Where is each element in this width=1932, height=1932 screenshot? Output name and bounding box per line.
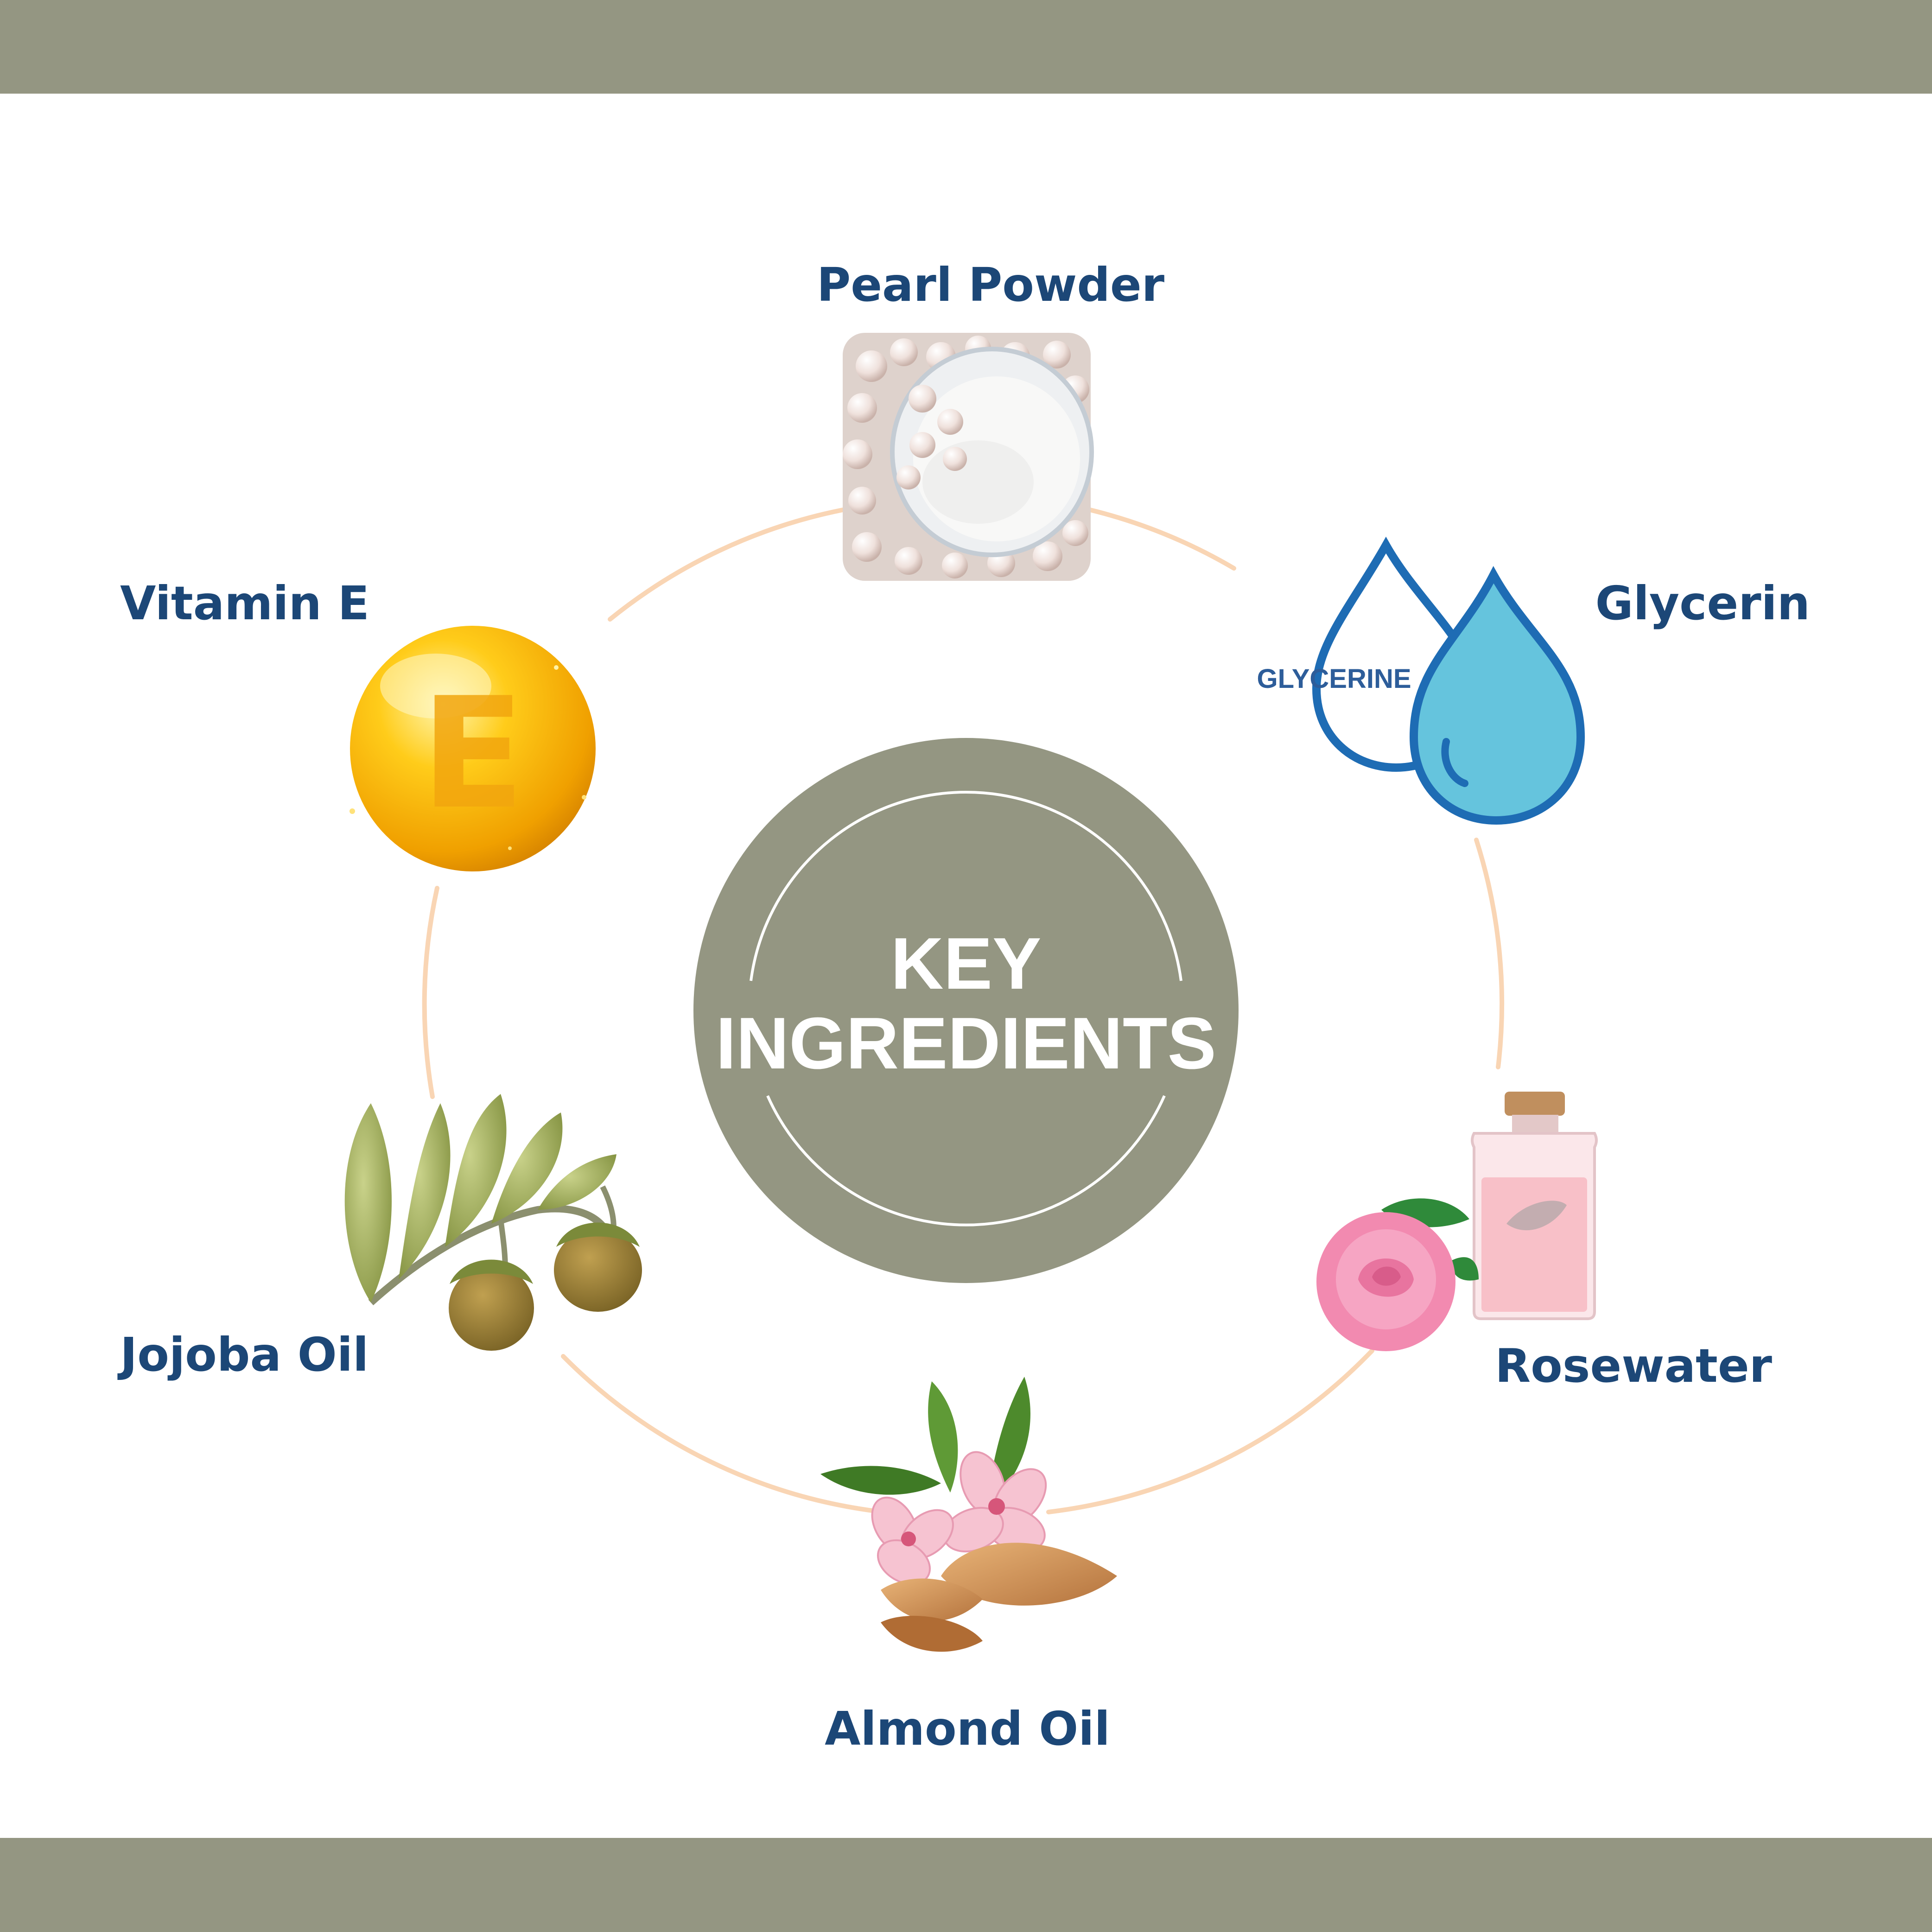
ring-arc — [1046, 1348, 1374, 1514]
ring-arc — [1474, 838, 1505, 1069]
hub — [693, 738, 1239, 1283]
label-jojoba-oil: Jojoba Oil — [120, 1328, 369, 1382]
bottom-band — [0, 1838, 1932, 1932]
top-band — [0, 0, 1932, 94]
label-almond-oil: Almond Oil — [825, 1702, 1110, 1756]
jojoba-branch-icon — [344, 1094, 642, 1351]
label-glycerin: Glycerin — [1595, 576, 1810, 630]
hub-inner-ring-lower — [766, 1095, 1166, 1227]
label-vitamin-e: Vitamin E — [120, 576, 369, 630]
hub-inner-ring-upper — [750, 791, 1182, 981]
label-pearl-powder: Pearl Powder — [816, 258, 1165, 312]
connector-ring — [422, 508, 1505, 1514]
label-rosewater: Rosewater — [1495, 1339, 1772, 1393]
hub-circle — [693, 738, 1239, 1283]
hub-title-line1: KEY — [890, 923, 1042, 1004]
glycerin-drops-icon: GLYCERINE — [1257, 536, 1585, 825]
ring-arc — [1088, 508, 1236, 571]
vitamin-e-letter: E — [420, 665, 525, 843]
rose-bottle-icon — [1316, 1092, 1598, 1351]
ring-arc — [561, 1354, 886, 1514]
hub-title-line2: INGREDIENTS — [716, 1003, 1216, 1084]
ring-arc — [422, 886, 439, 1099]
glycerine-icon-text: GLYCERINE — [1257, 664, 1411, 694]
ring-arc — [608, 508, 845, 622]
vitamin-e-capsule-icon: E — [350, 626, 596, 871]
almond-blossom-icon — [820, 1377, 1117, 1652]
pearl-powder-icon — [843, 333, 1094, 581]
